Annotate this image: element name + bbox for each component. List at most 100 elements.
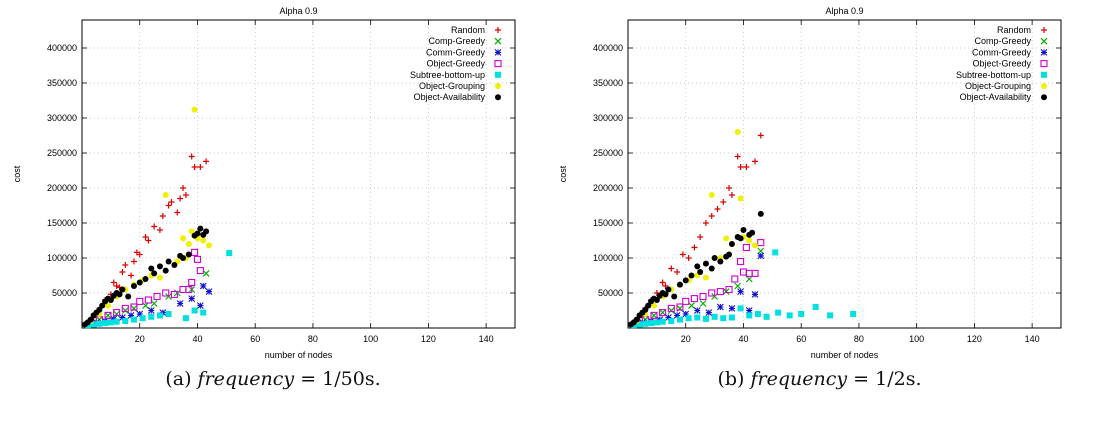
point-a-6-6: [99, 302, 106, 309]
legend-label-a-3: Object-Greedy: [426, 59, 485, 69]
point-a-6-20: [156, 263, 163, 270]
point-b-0-11: [691, 244, 698, 251]
y-tick-label-b-7: 400000: [593, 43, 623, 53]
point-a-4-9: [148, 313, 155, 320]
point-a-1-11: [202, 269, 210, 277]
legend-marker-b-5: [1041, 83, 1047, 89]
point-b-0-14: [708, 213, 715, 219]
y-tick-label-b-4: 250000: [593, 148, 623, 158]
point-b-6-21: [708, 265, 715, 272]
point-b-0-10: [685, 255, 692, 261]
point-b-2-7: [693, 307, 701, 314]
point-a-5-8: [156, 274, 163, 281]
point-a-3-3: [113, 309, 121, 317]
point-b-0-13: [702, 220, 709, 226]
scatter-plot-a: Alpha 0.9 50000 100000 150000 200000 250000 30…: [12, 6, 516, 360]
point-a-0-8: [119, 269, 126, 275]
point-b-4-22: [812, 304, 819, 310]
point-b-4-3: [648, 320, 655, 327]
point-b-6-13: [665, 286, 672, 293]
point-b-4-1: [636, 321, 643, 328]
legend-marker-a-3: [494, 60, 502, 68]
series-b-3: [633, 239, 765, 327]
x-tick-label-a-2: 60: [250, 334, 260, 344]
point-b-4-17: [763, 313, 770, 320]
legend-label-b-0: Random: [997, 25, 1031, 35]
point-a-5-15: [191, 106, 198, 113]
x-tick-label-b-1: 40: [738, 334, 748, 344]
point-a-4-6: [122, 318, 129, 324]
point-b-6-5: [642, 306, 649, 313]
point-b-3-18: [742, 243, 750, 252]
point-b-4-11: [711, 313, 718, 320]
point-a-0-23: [180, 185, 187, 191]
y-tick-label-a-6: 350000: [47, 78, 77, 88]
series-b-6: [627, 210, 764, 328]
point-a-6-28: [194, 230, 201, 237]
point-b-4-23: [827, 312, 834, 319]
point-a-6-25: [180, 255, 187, 261]
point-b-3-16: [751, 269, 759, 277]
legend-label-a-2: Comm-Greedy: [426, 47, 486, 57]
point-a-5-2: [104, 302, 111, 309]
caption-b-label: (b): [717, 368, 745, 390]
point-a-6-18: [148, 265, 155, 272]
point-a-6-19: [151, 270, 158, 277]
point-a-3-15: [196, 267, 204, 275]
x-tick-label-b-4: 100: [909, 334, 924, 344]
scatter-plot-b: Alpha 0.9 50000 100000 150000 200000 250000 30…: [558, 6, 1062, 360]
y-axis-label-b: cost: [558, 165, 568, 182]
point-b-4-4: [653, 319, 660, 326]
point-a-0-27: [197, 164, 204, 170]
point-b-4-21: [798, 311, 805, 317]
point-b-3-5: [676, 303, 684, 311]
point-b-6-26: [728, 241, 735, 247]
point-a-0-17: [156, 227, 163, 233]
point-a-6-9: [107, 297, 114, 303]
y-tick-label-b-3: 200000: [593, 183, 623, 193]
point-a-3-12: [185, 285, 193, 294]
point-a-6-13: [119, 286, 126, 293]
legend-label-b-6: Object-Availability: [960, 92, 1032, 102]
legend-label-a-6: Object-Availability: [414, 92, 486, 102]
point-a-4-1: [90, 321, 97, 328]
legend-marker-b-1: [1040, 37, 1048, 45]
x-tick-label-b-2: 60: [796, 334, 806, 344]
caption-a-label: (a): [165, 368, 192, 390]
point-b-3-12: [731, 275, 739, 283]
point-a-0-11: [130, 258, 137, 265]
point-a-6-2: [87, 316, 94, 323]
point-b-4-9: [694, 314, 701, 321]
point-b-6-32: [757, 210, 764, 217]
point-a-0-16: [151, 223, 158, 230]
point-b-2-9: [716, 303, 724, 311]
caption-a-math: frequency: [197, 368, 295, 390]
caption-a-rest: = 1/50s.: [294, 368, 381, 390]
x-tick-label-b-0: 20: [681, 334, 691, 344]
point-a-6-14: [125, 293, 132, 300]
point-b-1-11: [745, 275, 753, 283]
legend-marker-a-0: [495, 27, 501, 33]
point-b-2-13: [751, 291, 759, 298]
point-a-2-6: [136, 310, 144, 318]
point-b-0-18: [728, 192, 735, 198]
point-b-3-13: [737, 257, 745, 266]
point-b-6-22: [711, 255, 718, 261]
caption-b-rest: = 1/2s.: [847, 368, 922, 390]
point-a-0-19: [165, 202, 172, 209]
point-b-4-16: [754, 311, 761, 317]
point-b-1-10: [734, 282, 742, 290]
point-a-4-11: [165, 311, 172, 317]
point-b-4-8: [685, 315, 692, 322]
point-a-6-23: [171, 262, 178, 268]
caption-b-math: frequency: [750, 368, 848, 390]
point-b-3-17: [757, 239, 765, 247]
point-a-6-17: [142, 276, 149, 282]
chart-panel-b: Alpha 0.9 50000 100000 150000 200000 250000 30…: [546, 0, 1093, 423]
point-b-0-5: [659, 279, 666, 286]
point-a-6-21: [162, 267, 169, 274]
y-tick-label-a-1: 100000: [47, 253, 77, 263]
y-tick-label-a-2: 150000: [47, 218, 77, 228]
point-b-5-11: [723, 235, 730, 242]
legend-marker-a-6: [495, 94, 501, 101]
